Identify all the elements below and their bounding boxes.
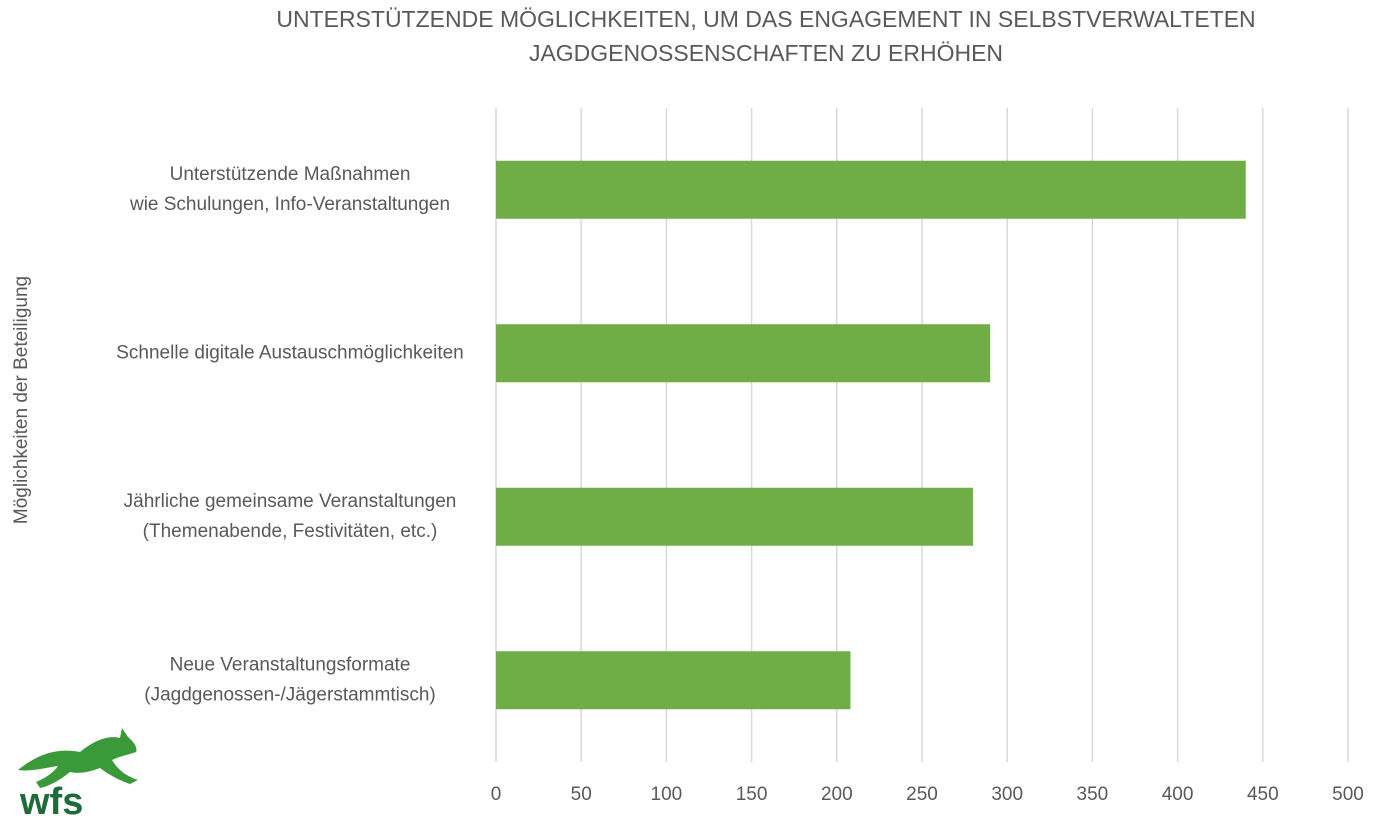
logo: wfs xyxy=(18,728,138,821)
x-tick-label: 250 xyxy=(906,784,938,805)
bar xyxy=(496,651,851,710)
x-tick-label: 100 xyxy=(651,784,683,805)
y-axis-label: Möglichkeiten der Beteiligung xyxy=(11,276,32,524)
y-tick-label: Schnelle digitale Austauschmöglichkeiten xyxy=(116,342,464,363)
x-tick-label: 450 xyxy=(1247,784,1279,805)
x-tick-label: 150 xyxy=(736,784,768,805)
x-tick-label: 0 xyxy=(491,784,502,805)
y-tick-label: Neue Veranstaltungsformate (Jagdgenossen-… xyxy=(144,654,435,705)
x-tick-label: 50 xyxy=(571,784,592,805)
logo-hare xyxy=(18,728,138,788)
bar xyxy=(496,160,1246,219)
y-tick-label: Jährliche gemeinsame Veranstaltungen (The… xyxy=(124,491,457,542)
x-tick-label: 350 xyxy=(1077,784,1109,805)
x-tick-label: 300 xyxy=(991,784,1023,805)
chart-title: UNTERSTÜTZENDE MÖGLICHKEITEN, UM DAS ENG… xyxy=(276,6,1255,66)
x-tick-label: 500 xyxy=(1332,784,1364,805)
x-tick-label: 200 xyxy=(821,784,853,805)
x-tick-label: 400 xyxy=(1162,784,1194,805)
bar xyxy=(496,324,991,383)
bar xyxy=(496,487,974,546)
y-tick-label: Unterstützende Maßnahmen wie Schulungen, … xyxy=(129,164,450,215)
logo-text: wfs xyxy=(19,781,83,821)
